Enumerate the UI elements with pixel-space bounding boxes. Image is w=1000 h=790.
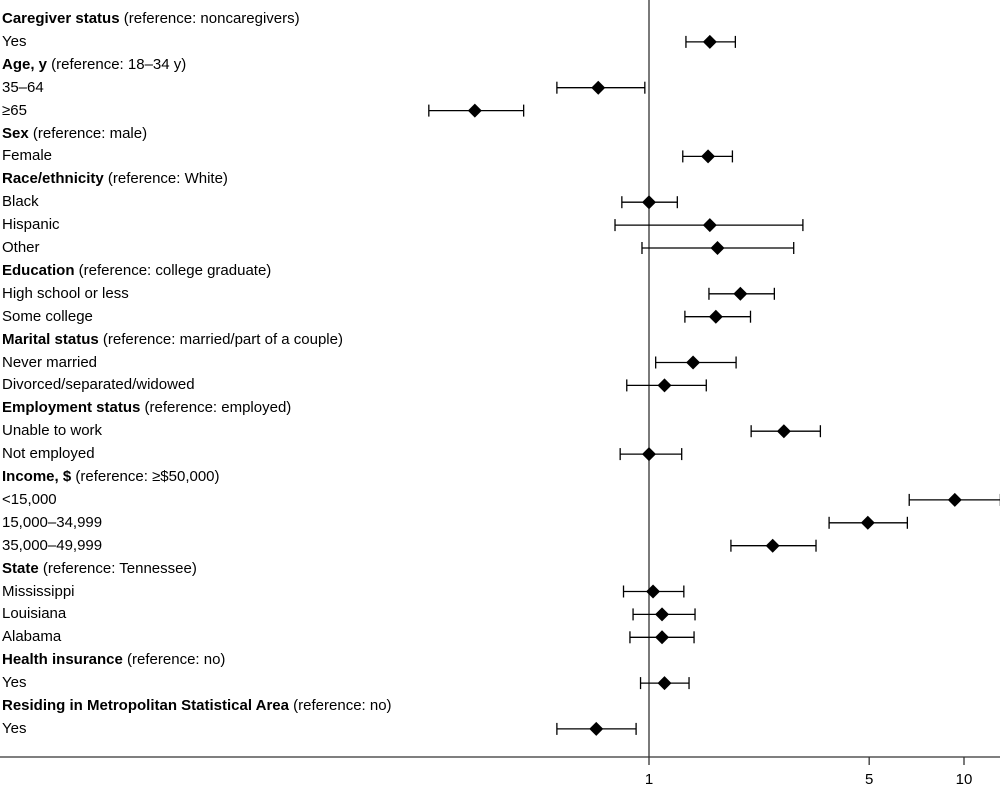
group-title: Health insurance [2, 651, 123, 669]
odds-ratio-marker [947, 492, 962, 507]
row-label: Mississippi [2, 582, 75, 600]
x-tick-label: 5 [865, 771, 873, 788]
group-header: Residing in Metropolitan Statistical Are… [2, 697, 392, 715]
odds-ratio-marker [642, 195, 656, 210]
group-header: Race/ethnicity (reference: White) [2, 170, 228, 188]
odds-ratio-marker [765, 538, 780, 553]
group-title: Marital status [2, 330, 99, 348]
group-reference: (reference: married/part of a couple) [98, 330, 343, 348]
group-reference: (reference: no) [122, 651, 226, 669]
x-tick-label: 10 [956, 771, 973, 788]
row-label: Yes [2, 32, 27, 50]
odds-ratio-marker [589, 721, 604, 736]
odds-ratio-marker [708, 309, 723, 324]
odds-ratio-marker [701, 149, 716, 164]
row-label: Female [2, 147, 53, 165]
group-title: Income, $ [2, 468, 72, 485]
row-label: Never married [2, 353, 98, 371]
odds-ratio-marker [860, 515, 875, 530]
group-reference: (reference: Tennessee) [38, 559, 197, 577]
row-label: Black [2, 193, 39, 211]
row-label: Yes [2, 719, 27, 737]
odds-ratio-marker [655, 607, 670, 622]
row-label: High school or less [2, 284, 129, 302]
group-title: Residing in Metropolitan Statistical Are… [2, 697, 289, 714]
group-reference: (reference: male) [28, 124, 148, 142]
row-label: Not employed [2, 445, 95, 463]
group-title: Caregiver status [2, 10, 120, 27]
row-label: Hispanic [2, 216, 60, 234]
odds-ratio-marker [655, 630, 670, 645]
odds-ratio-marker [776, 424, 791, 439]
row-label: Divorced/separated/widowed [2, 376, 195, 394]
x-tick-label: 1 [645, 771, 653, 788]
row-label: ≥65 [2, 101, 27, 119]
odds-ratio-marker [733, 286, 748, 301]
group-title: State [2, 559, 39, 577]
row-label: 35,000–49,999 [2, 536, 103, 554]
group-title: Race/ethnicity [2, 170, 104, 188]
group-title: Education [2, 261, 75, 279]
group-reference: (reference: college graduate) [74, 261, 272, 279]
odds-ratio-marker [702, 34, 717, 49]
group-reference: (reference: White) [103, 170, 228, 188]
odds-ratio-marker [467, 103, 482, 118]
group-header: Education (reference: college graduate) [2, 262, 271, 280]
row-label: Other [2, 239, 40, 256]
group-reference: (reference: noncaregivers) [119, 10, 300, 27]
odds-ratio-marker [710, 241, 725, 255]
row-label: 35–64 [2, 78, 44, 96]
group-reference: (reference: ≥$50,000) [71, 468, 220, 485]
group-header: Caregiver status (reference: noncaregive… [2, 10, 300, 28]
group-title: Age, y [2, 55, 48, 73]
group-header: Marital status (reference: married/part … [2, 331, 343, 349]
row-label: <15,000 [2, 490, 57, 508]
group-header: Health insurance (reference: no) [2, 651, 225, 669]
group-reference: (reference: employed) [140, 399, 292, 417]
odds-ratio-marker [702, 218, 717, 233]
row-label: Alabama [2, 628, 62, 646]
odds-ratio-marker [657, 676, 672, 691]
group-header: Sex (reference: male) [2, 125, 147, 143]
group-reference: (reference: no) [289, 697, 392, 714]
row-label: 15,000–34,999 [2, 513, 103, 531]
group-title: Sex [2, 124, 29, 142]
odds-ratio-marker [646, 584, 661, 599]
row-label: Some college [2, 307, 93, 325]
group-header: Age, y (reference: 18–34 y) [2, 56, 186, 74]
odds-ratio-marker [591, 80, 606, 95]
group-header: Income, $ (reference: ≥$50,000) [2, 468, 220, 486]
row-label: Louisiana [2, 605, 67, 623]
odds-ratio-marker [657, 378, 672, 393]
odds-ratio-marker [642, 447, 656, 462]
group-header: State (reference: Tennessee) [2, 560, 197, 578]
group-reference: (reference: 18–34 y) [47, 55, 187, 73]
row-label: Unable to work [2, 422, 103, 440]
row-label: Yes [2, 674, 27, 692]
odds-ratio-marker [686, 355, 701, 370]
group-title: Employment status [2, 399, 141, 417]
group-header: Employment status (reference: employed) [2, 399, 291, 417]
